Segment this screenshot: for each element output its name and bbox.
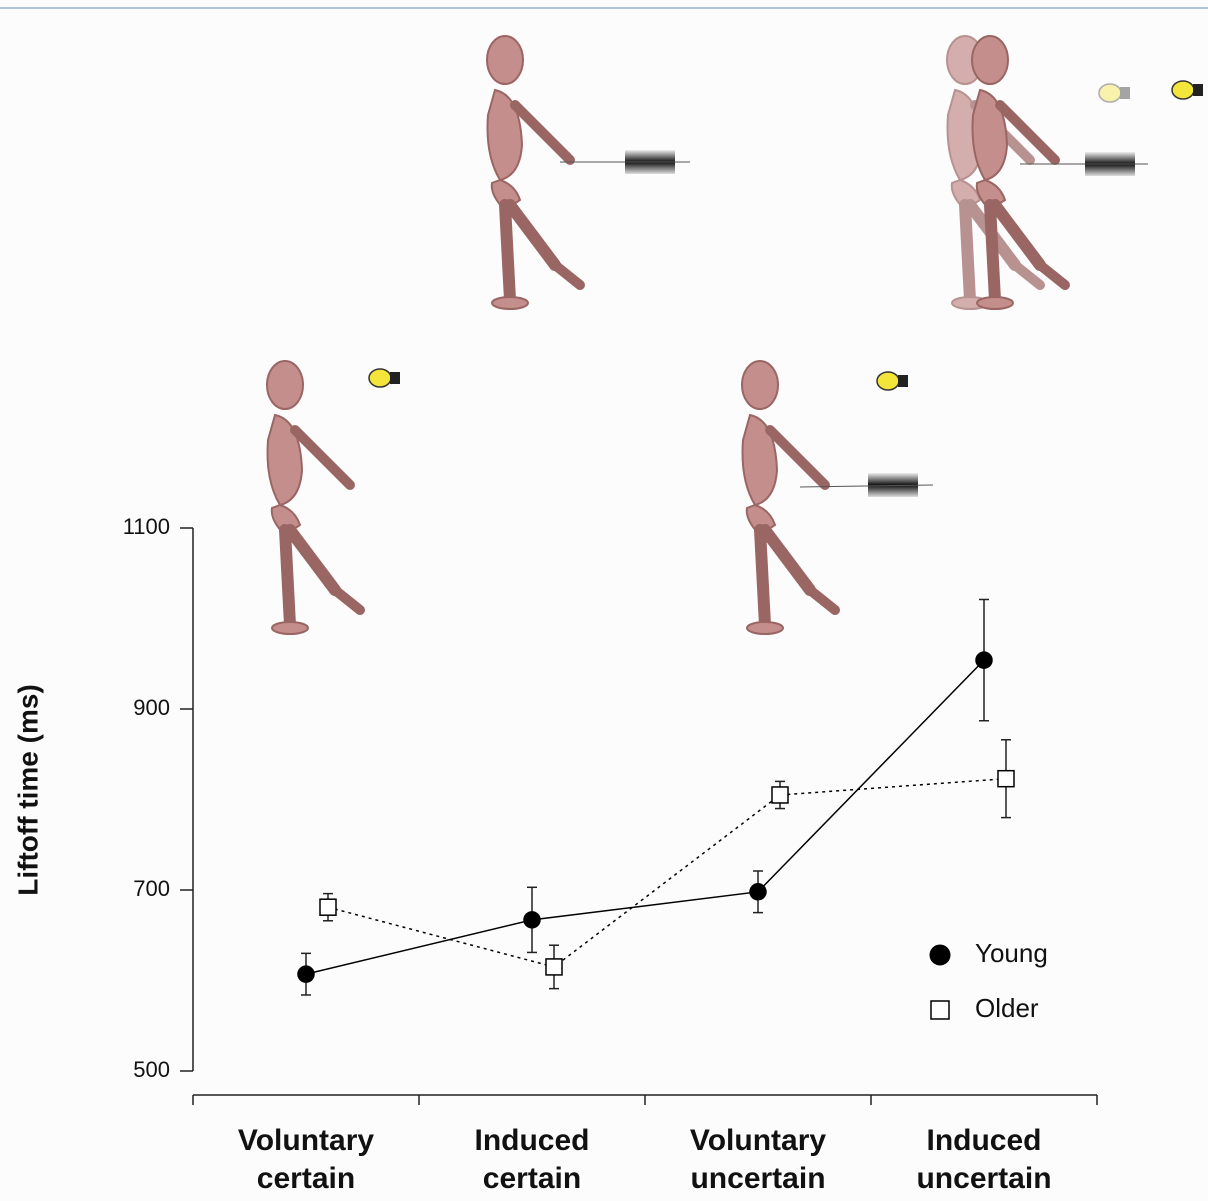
x-tick-label: Voluntary certain	[237, 1124, 375, 1195]
y-tick-label: 1100	[123, 514, 170, 539]
legend-marker	[930, 1000, 950, 1020]
legend-marker	[929, 944, 951, 966]
x-tick-label: Voluntary uncertain	[689, 1124, 827, 1195]
data-point	[297, 965, 315, 983]
y-tick-label: 500	[133, 1057, 170, 1082]
data-point	[975, 651, 993, 669]
series-line	[327, 777, 1007, 968]
legend-label: Older	[975, 993, 1039, 1023]
y-tick-label: 900	[133, 695, 170, 720]
data-point	[523, 911, 541, 929]
data-point	[319, 898, 337, 916]
data-point	[545, 958, 563, 976]
x-tick-label: Induced certain	[474, 1124, 590, 1195]
data-point	[997, 769, 1015, 788]
legend-label: Young	[975, 938, 1048, 968]
x-tick-label: Induced uncertain	[916, 1124, 1052, 1195]
y-tick-label: 700	[133, 876, 170, 901]
data-point	[771, 786, 789, 804]
data-point	[749, 883, 767, 901]
series-line	[305, 659, 985, 975]
illustrations	[267, 36, 1204, 634]
y-axis-label: Liftoff time (ms)	[12, 684, 43, 896]
